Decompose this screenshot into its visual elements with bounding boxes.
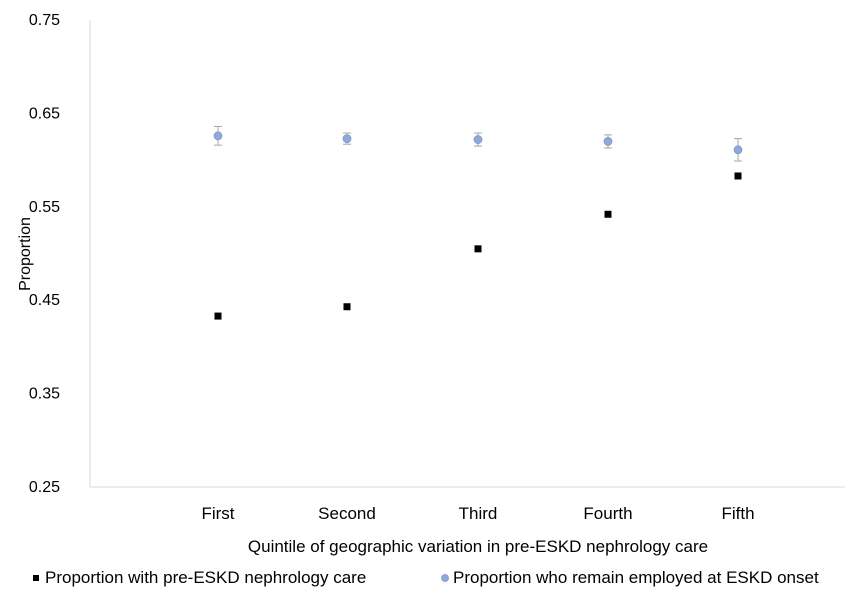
- x-tick-label: Second: [318, 504, 376, 523]
- x-tick-label: Fifth: [721, 504, 754, 523]
- y-tick-labels: 0.25 0.35 0.45 0.55 0.65 0.75: [29, 12, 60, 496]
- x-axis-title: Quintile of geographic variation in pre-…: [248, 537, 708, 556]
- data-point-nephrology-care: [474, 245, 482, 253]
- y-tick-label: 0.35: [29, 386, 60, 403]
- legend-marker-square: [33, 575, 39, 581]
- y-axis-title: Proportion: [17, 217, 34, 291]
- data-point-nephrology-care: [604, 210, 612, 218]
- legend: Proportion with pre-ESKD nephrology care…: [33, 568, 819, 587]
- data-point-employed: [473, 135, 483, 144]
- data-point-employed: [342, 134, 352, 144]
- y-tick-label: 0.55: [29, 199, 60, 216]
- data-point-nephrology-care: [214, 312, 222, 320]
- y-tick-label: 0.45: [29, 292, 60, 309]
- legend-label-employed: Proportion who remain employed at ESKD o…: [453, 568, 819, 587]
- data-point-employed: [603, 137, 613, 146]
- legend-marker-circle: [441, 574, 449, 582]
- data-points: [213, 131, 743, 320]
- y-tick-label: 0.25: [29, 479, 60, 496]
- x-tick-label: First: [201, 504, 234, 523]
- legend-label-nephrology-care: Proportion with pre-ESKD nephrology care: [45, 568, 366, 587]
- x-tick-labels: First Second Third Fourth Fifth: [201, 504, 754, 523]
- x-tick-label: Fourth: [583, 504, 632, 523]
- y-tick-label: 0.65: [29, 105, 60, 122]
- data-point-nephrology-care: [734, 172, 742, 180]
- data-point-nephrology-care: [343, 303, 351, 311]
- y-tick-label: 0.75: [29, 12, 60, 29]
- data-point-employed: [733, 145, 743, 155]
- data-point-employed: [213, 131, 223, 141]
- x-tick-label: Third: [459, 504, 498, 523]
- axes: [89, 20, 845, 488]
